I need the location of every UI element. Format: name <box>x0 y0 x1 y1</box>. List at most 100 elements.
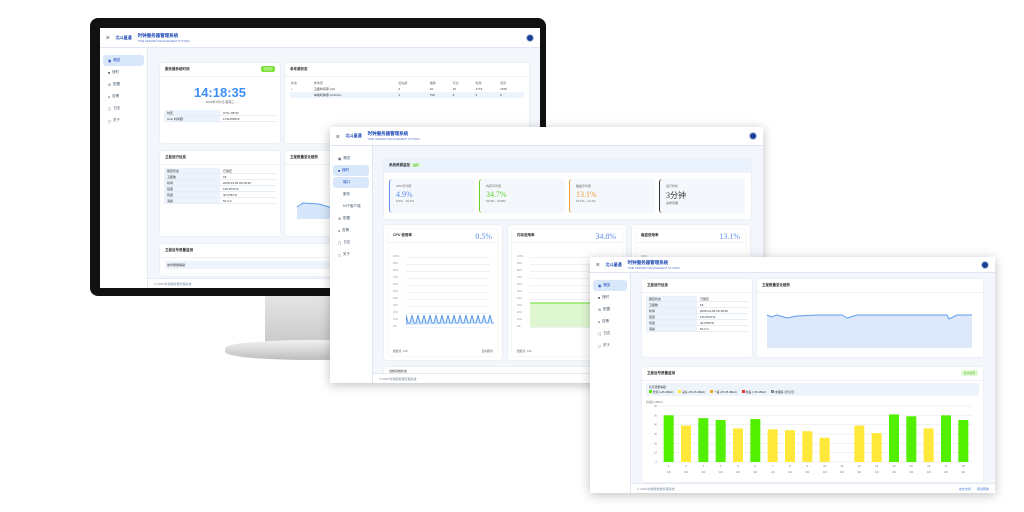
signal-bar[interactable] <box>871 433 882 462</box>
reference-source-card: 参考源状态 状态 参考源 优先级 偏移 可达 轮询 延迟 • 卫星时间源 (ref) 0 10 15 1… <box>285 63 529 143</box>
signal-bar[interactable] <box>819 437 830 462</box>
y-tick: 10% <box>393 318 399 321</box>
nav-icon: ◻ <box>108 118 111 123</box>
signal-bar[interactable] <box>941 415 951 462</box>
chart-title: 磁盘使用率 <box>636 229 746 243</box>
sidebar-item[interactable]: ◻ 关于 <box>103 115 144 126</box>
sidebar: ▣ 概览 ■ 授时 端口 服务 NTP客户端 ⚙ 配置 ● 告警 ▢ 日志 ◻ 关于 <box>330 146 373 383</box>
nav-label: 配置 <box>603 307 611 311</box>
avatar[interactable] <box>526 33 534 42</box>
sidebar-item[interactable]: ● 告警 <box>103 91 144 102</box>
y-tick-label: 50 <box>654 413 657 417</box>
sidebar-item[interactable]: ● 告警 <box>593 316 627 327</box>
nav-label: 概览 <box>343 156 351 160</box>
sidebar-item[interactable]: ▣ 概览 <box>103 55 144 66</box>
y-tick: 0% <box>393 325 397 328</box>
signal-bar[interactable] <box>906 416 917 462</box>
current-status-card: 当前系统状态 <box>384 367 751 377</box>
table-row[interactable]: • 卫星时间源 (ref) 0 10 15 1773 1570 <box>290 86 524 92</box>
support-link[interactable]: 技术支持 <box>958 486 971 491</box>
help-link[interactable]: 使用帮助 <box>976 486 989 491</box>
signal-bar[interactable] <box>698 418 709 462</box>
y-tick: 90% <box>393 262 399 265</box>
sidebar-item[interactable]: ■ 授时 <box>333 165 369 176</box>
nav-label: 配置 <box>113 82 121 86</box>
signal-bar[interactable] <box>785 430 795 462</box>
sidebar-item[interactable]: ▣ 概览 <box>333 153 369 164</box>
nav-label: 授时 <box>342 168 350 172</box>
x-tick-label: 1 <box>668 464 670 468</box>
stat-tile: 磁盘平均值 13.1% 13.1% - 13.1% <box>569 179 655 213</box>
gridline <box>530 327 614 328</box>
signal-bar[interactable] <box>715 420 726 462</box>
nav-label: 日志 <box>343 240 351 244</box>
kv-row: 卫星数 18 <box>646 302 748 308</box>
nav-label: 概览 <box>113 58 121 62</box>
gridline <box>530 264 614 265</box>
system-resource-card: 系统资源监控 运行 CPU平均值 4.9% 0.5% - 19.2% 内存平均值 34.… <box>384 159 751 219</box>
dashboard-window-satellite: ☰ 北斗星通 时钟服务器管理系统 TIME SERVER MANAGEMENT S… <box>590 257 995 493</box>
auto-refresh-toggle[interactable]: 自动刷新 <box>481 349 493 353</box>
table-row[interactable]: 本地时钟源 (LOCAL) 1 750 6 3 6 <box>290 92 524 98</box>
gridline <box>530 257 614 258</box>
nav-label: 关于 <box>342 252 350 256</box>
sidebar-subitem[interactable]: NTP客户端 <box>333 201 369 212</box>
nav-icon: ⚙ <box>598 307 602 312</box>
sidebar-subitem[interactable]: 服务 <box>333 189 369 200</box>
sidebar-subitem[interactable]: 端口 <box>333 177 369 188</box>
signal-bar[interactable] <box>889 414 899 462</box>
gridline <box>406 292 490 293</box>
x-tick-label: 18 <box>962 464 966 468</box>
sidebar-item[interactable]: ● 告警 <box>333 225 369 236</box>
usage-chart-card: CPU 使用率 0.5% 100% 90% 80% 70% 60% 50% 40% 30% 20% 1… <box>384 225 502 360</box>
signal-bar[interactable] <box>854 425 865 462</box>
kv-row: 时间 2025-03-05 09:18:35 <box>164 180 276 186</box>
sidebar-item[interactable]: ▢ 日志 <box>333 237 369 248</box>
signal-bar[interactable] <box>802 431 813 462</box>
sidebar-item[interactable]: ◻ 关于 <box>333 249 369 260</box>
sidebar-item[interactable]: ⚙ 配置 <box>593 304 627 315</box>
avatar[interactable] <box>981 260 989 269</box>
constellation-label: GN <box>944 470 948 474</box>
signal-bar[interactable] <box>767 429 778 462</box>
nav-icon: ⚙ <box>338 216 342 221</box>
menu-icon[interactable]: ☰ <box>336 133 340 139</box>
menu-icon[interactable]: ☰ <box>106 35 110 40</box>
signal-bar[interactable] <box>958 420 969 462</box>
sidebar-item[interactable]: ▣ 概览 <box>593 280 627 291</box>
signal-bar[interactable] <box>733 428 743 462</box>
sidebar-item[interactable]: ■ 授时 <box>103 67 144 78</box>
sidebar-item[interactable]: ⚙ 配置 <box>333 213 369 224</box>
legend-title: 信号质量等级: <box>649 385 667 389</box>
chart-title: 内存使用率 <box>512 229 622 243</box>
kv-value: 2025-03-05 09:18:35 <box>700 308 728 313</box>
signal-bar[interactable] <box>681 425 691 462</box>
avatar[interactable] <box>749 132 757 140</box>
sidebar-item[interactable]: ◻ 关于 <box>593 340 627 351</box>
signal-bar[interactable] <box>663 415 674 462</box>
legend-item: 未跟踪 (无信号) <box>771 390 794 394</box>
menu-icon[interactable]: ☰ <box>596 262 600 267</box>
sidebar-item[interactable]: ⚙ 配置 <box>103 79 144 90</box>
nav-label: 日志 <box>113 106 121 110</box>
signal-bar[interactable] <box>923 428 934 462</box>
y-tick: 20% <box>517 311 523 314</box>
kv-row: 锁定状态 已锁定 <box>164 168 276 174</box>
y-tick-label: 0 <box>656 460 658 464</box>
signal-bar[interactable] <box>750 419 761 462</box>
nav-icon: ■ <box>108 70 111 75</box>
clock-time: 14:18:35 <box>193 85 247 100</box>
stat-label: CPU平均值 <box>396 184 412 188</box>
x-tick-label: 7 <box>772 464 774 468</box>
nav-icon: ■ <box>598 295 601 300</box>
sidebar-item[interactable]: ■ 授时 <box>593 292 627 303</box>
sidebar-item[interactable]: ▢ 日志 <box>103 103 144 114</box>
y-tick-label: 30 <box>654 432 657 436</box>
card-title: 服务器系统时间 <box>160 63 280 77</box>
table-cell: 6 <box>452 93 455 97</box>
gridline <box>406 306 490 307</box>
constellation-label: GN <box>875 470 879 474</box>
card-title: 卫星数量变化趋势 <box>757 279 983 293</box>
nav-icon: ▣ <box>598 283 602 288</box>
sidebar-item[interactable]: ▢ 日志 <box>593 328 627 339</box>
